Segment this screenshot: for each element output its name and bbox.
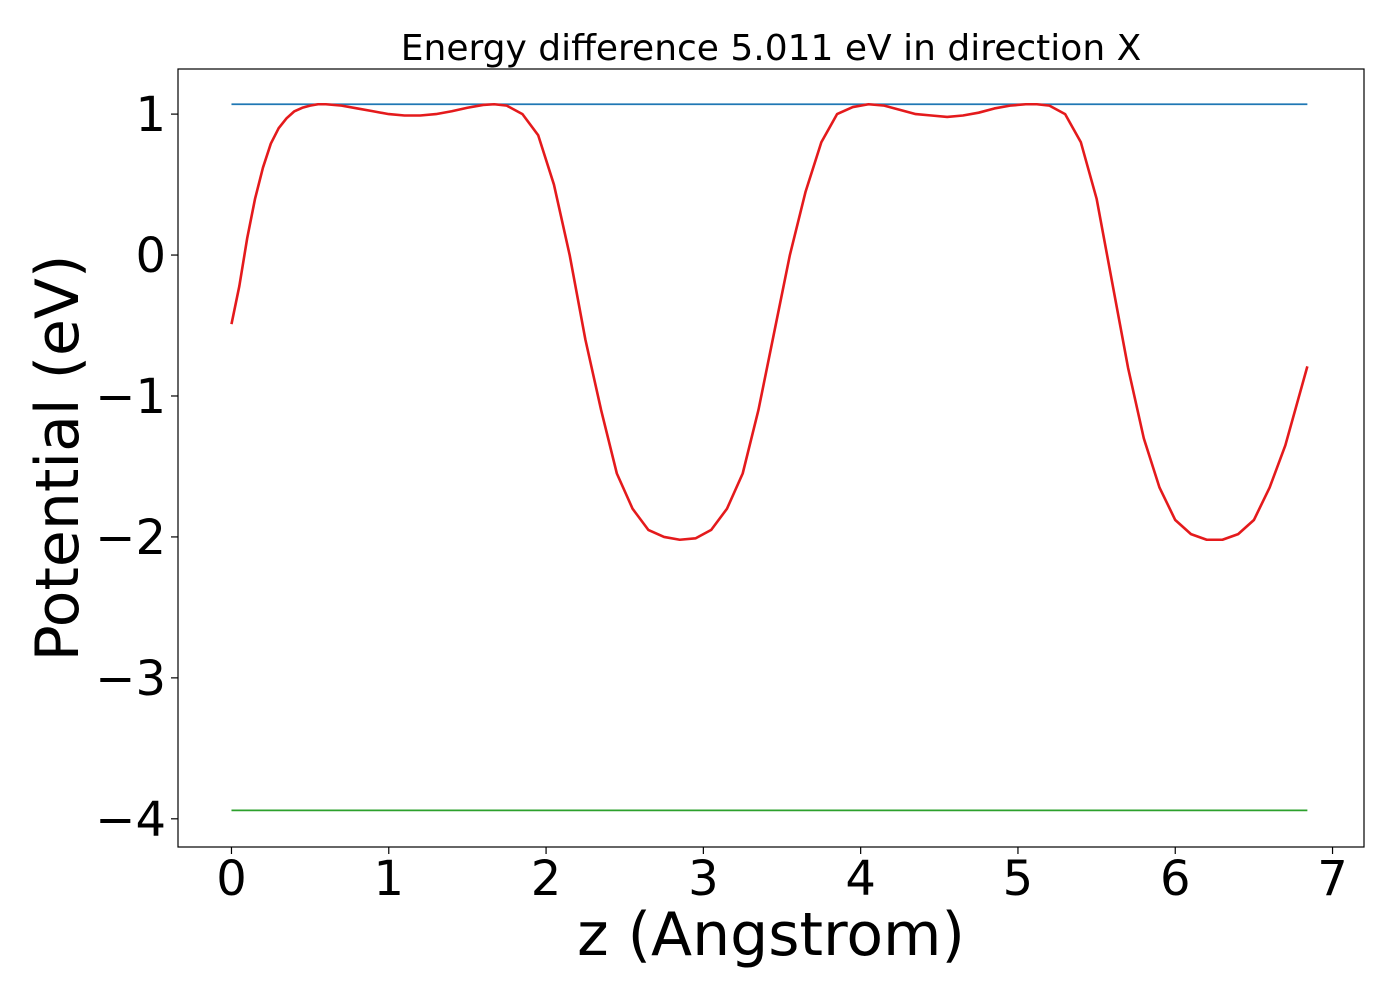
x-tick-label: 6 [1160, 851, 1191, 907]
series-layer [230, 102, 1309, 812]
y-tick-label: −4 [95, 792, 166, 848]
y-axis-label: Potential (eV) [23, 255, 93, 662]
x-tick-label: 5 [1003, 851, 1034, 907]
x-axis-label: z (Angstrom) [577, 900, 965, 970]
x-tick-label: 7 [1317, 851, 1348, 907]
potential-curve [230, 102, 1309, 542]
plot-area-frame [177, 68, 1365, 848]
x-tick-label: 4 [845, 851, 876, 907]
y-tick-label: 1 [135, 87, 166, 143]
y-axis: 1 0 −1 −2 −3 −4 [95, 87, 178, 848]
x-tick-label: 0 [216, 851, 247, 907]
y-tick-label: −2 [95, 510, 166, 566]
chart-title: Energy difference 5.011 eV in direction … [401, 28, 1142, 69]
x-tick-label: 3 [688, 851, 719, 907]
y-tick-label: 0 [135, 228, 166, 284]
y-tick-label: −1 [95, 369, 166, 425]
y-tick-label: −3 [95, 651, 166, 707]
x-tick-label: 1 [374, 851, 405, 907]
x-tick-label: 2 [531, 851, 562, 907]
x-axis: 0 1 2 3 4 5 6 7 [216, 847, 1348, 907]
